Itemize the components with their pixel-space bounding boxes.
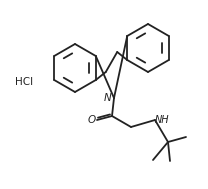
Text: O: O bbox=[88, 115, 96, 125]
Text: HCl: HCl bbox=[15, 77, 33, 87]
Text: N: N bbox=[104, 93, 112, 103]
Text: NH: NH bbox=[155, 115, 169, 125]
